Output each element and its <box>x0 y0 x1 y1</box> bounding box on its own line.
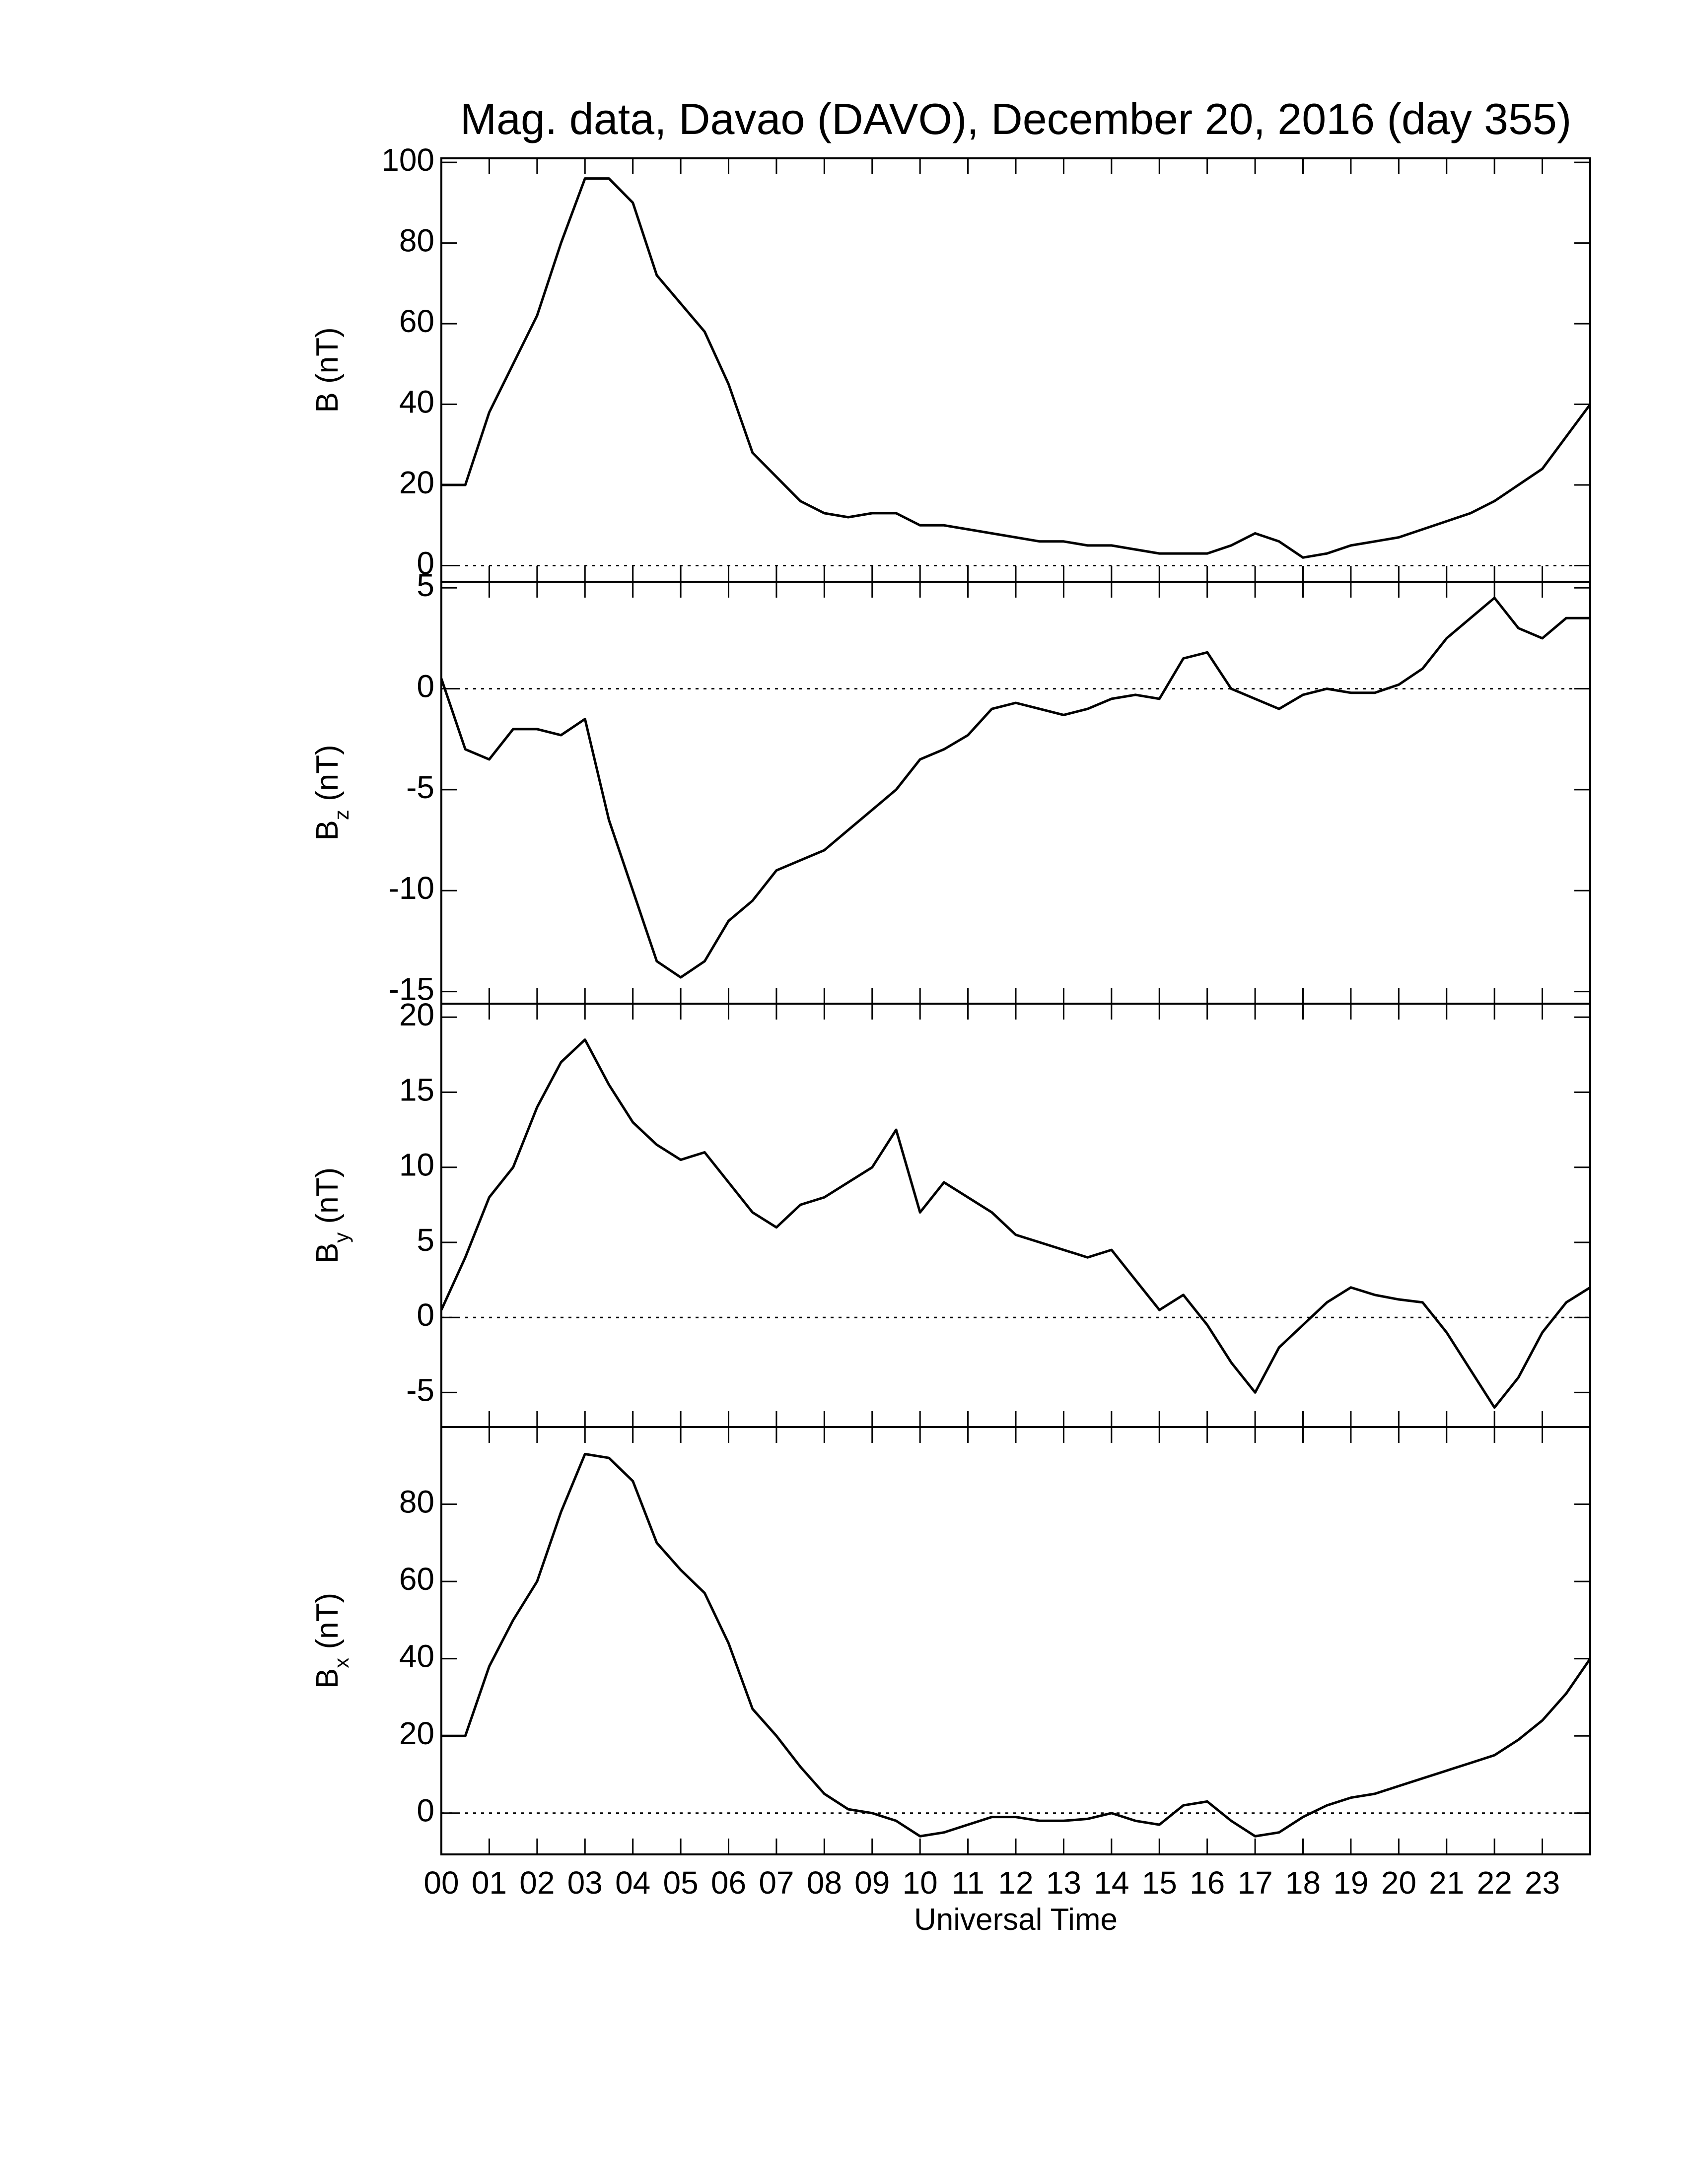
y-tick-label: 100 <box>381 142 434 178</box>
x-tick-label: 20 <box>1381 1865 1416 1901</box>
x-tick-label: 07 <box>759 1865 794 1901</box>
y-label-sub: y <box>330 1232 353 1243</box>
x-tick-label: 03 <box>567 1865 603 1901</box>
y-tick-label: 5 <box>417 567 434 603</box>
x-tick-label: 12 <box>998 1865 1033 1901</box>
y-axis-label: B (nT) <box>310 327 345 412</box>
x-tick-label: 18 <box>1285 1865 1321 1901</box>
y-tick-label: 0 <box>417 668 434 704</box>
y-label-sub: z <box>330 810 353 820</box>
x-tick-label: 00 <box>423 1865 459 1901</box>
x-tick-label: 22 <box>1477 1865 1512 1901</box>
y-label-main: B <box>310 1668 345 1689</box>
y-label-main: B <box>310 392 345 412</box>
x-tick-label: 19 <box>1333 1865 1368 1901</box>
y-label-unit: (nT) <box>310 1593 345 1649</box>
y-tick-label: -10 <box>389 870 435 906</box>
y-tick-label: -15 <box>389 971 435 1007</box>
y-tick-label: 40 <box>399 1638 434 1674</box>
plot-frame <box>440 1426 1591 1855</box>
x-tick-label: 05 <box>663 1865 698 1901</box>
y-axis-label: By (nT) <box>310 1167 353 1263</box>
x-tick-label: 16 <box>1190 1865 1225 1901</box>
y-tick-label: 15 <box>399 1072 434 1107</box>
y-tick-label: 60 <box>399 303 434 339</box>
y-label-main: B <box>310 820 345 840</box>
data-line <box>441 1452 1592 1838</box>
x-tick-label: 09 <box>854 1865 890 1901</box>
x-tick-label: 08 <box>807 1865 842 1901</box>
x-tick-label: 11 <box>951 1865 984 1901</box>
data-line <box>440 597 1590 979</box>
y-tick-label: 0 <box>417 1297 434 1333</box>
x-tick-label: 04 <box>615 1865 650 1901</box>
x-tick-label: 17 <box>1237 1865 1272 1901</box>
x-tick-label: 13 <box>1046 1865 1081 1901</box>
y-label-gap <box>310 1224 345 1232</box>
y-tick-label: 60 <box>399 1561 434 1597</box>
y-label-unit: (nT) <box>310 745 345 801</box>
y-tick-label: 20 <box>399 465 434 500</box>
y-label-unit: (nT) <box>310 327 345 384</box>
data-line <box>441 177 1592 559</box>
x-tick-label: 02 <box>519 1865 555 1901</box>
x-tick-label: 01 <box>472 1865 507 1901</box>
y-tick-label: 40 <box>399 384 434 419</box>
y-tick-label: 0 <box>417 545 434 581</box>
y-label-main: B <box>310 1243 345 1263</box>
x-tick-label: 10 <box>903 1865 938 1901</box>
y-label-gap <box>310 1649 345 1658</box>
y-axis-label: Bx (nT) <box>310 1593 353 1689</box>
y-tick-label: 5 <box>417 1222 434 1258</box>
y-tick-label: 80 <box>399 223 434 259</box>
y-tick-label: -5 <box>406 1372 434 1408</box>
y-tick-label: 20 <box>399 997 434 1032</box>
chart-title: Mag. data, Davao (DAVO), December 20, 20… <box>460 94 1572 143</box>
y-label-sub: x <box>330 1658 353 1668</box>
x-tick-label: 15 <box>1142 1865 1177 1901</box>
x-tick-label: 23 <box>1525 1865 1560 1901</box>
y-axis-label: Bz (nT) <box>310 745 353 840</box>
x-tick-label: 21 <box>1429 1865 1464 1901</box>
y-tick-label: -5 <box>406 769 434 805</box>
y-label-gap <box>310 384 345 392</box>
y-label-gap <box>310 801 345 810</box>
y-tick-label: 20 <box>399 1715 434 1751</box>
x-axis-label: Universal Time <box>914 1903 1118 1937</box>
x-tick-label: 14 <box>1094 1865 1129 1901</box>
y-tick-label: 10 <box>399 1147 434 1183</box>
y-label-unit: (nT) <box>310 1167 345 1224</box>
x-tick-label: 06 <box>711 1865 746 1901</box>
y-tick-label: 0 <box>417 1793 434 1829</box>
y-tick-label: 80 <box>399 1484 434 1519</box>
data-line <box>440 1038 1591 1409</box>
